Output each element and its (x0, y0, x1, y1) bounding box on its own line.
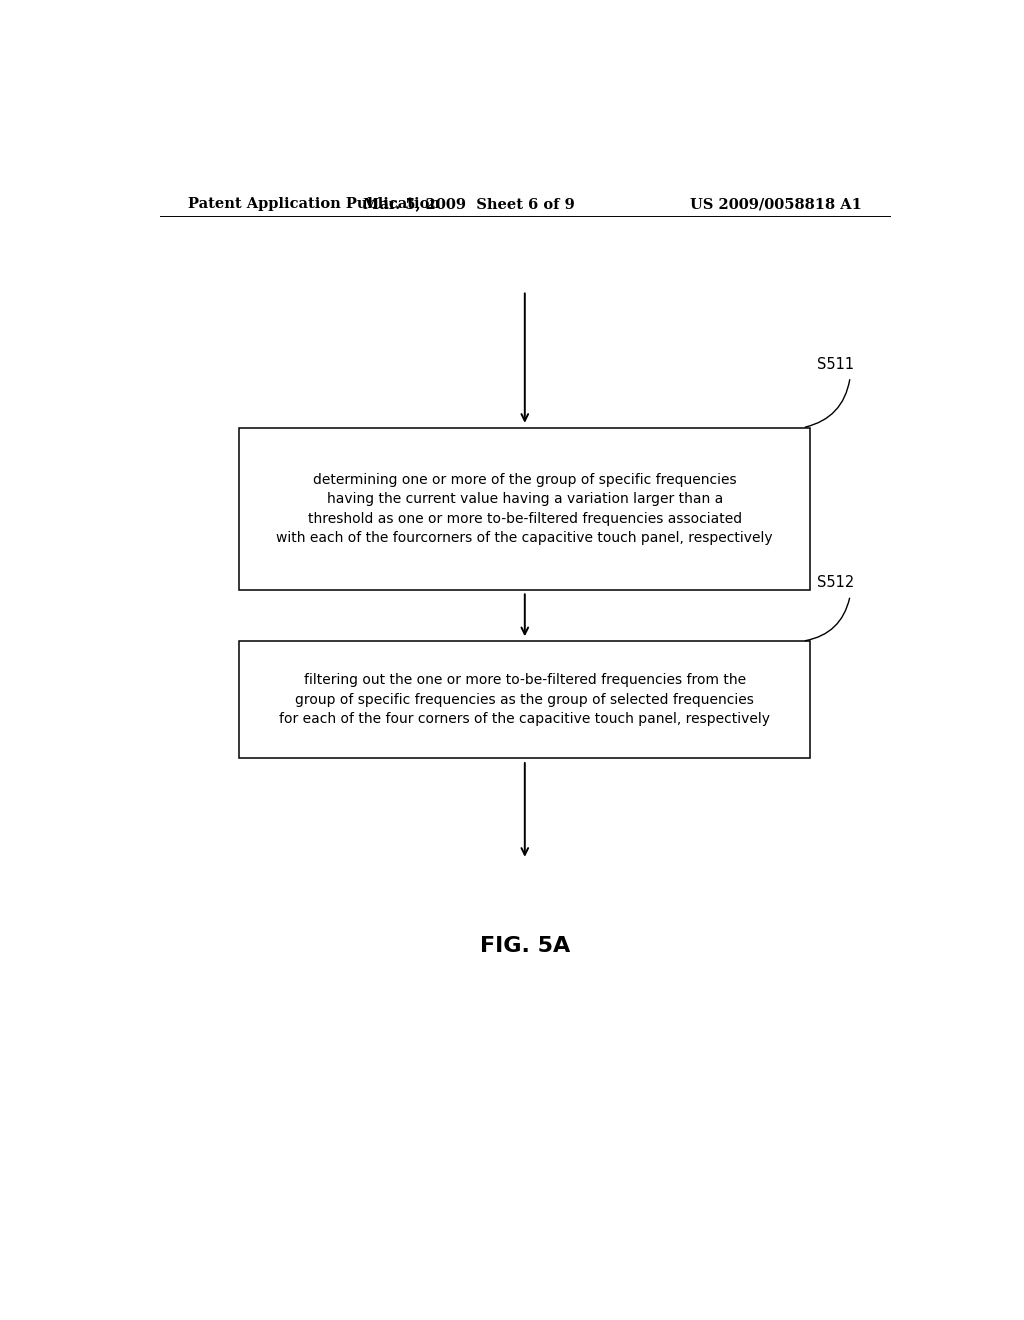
FancyBboxPatch shape (240, 428, 811, 590)
FancyBboxPatch shape (240, 642, 811, 758)
Text: S511: S511 (817, 356, 854, 372)
Text: determining one or more of the group of specific frequencies
having the current : determining one or more of the group of … (276, 473, 773, 545)
Text: FIG. 5A: FIG. 5A (479, 936, 570, 956)
Text: Mar. 5, 2009  Sheet 6 of 9: Mar. 5, 2009 Sheet 6 of 9 (364, 197, 575, 211)
Text: Patent Application Publication: Patent Application Publication (187, 197, 439, 211)
Text: US 2009/0058818 A1: US 2009/0058818 A1 (690, 197, 862, 211)
Text: S512: S512 (817, 576, 854, 590)
Text: filtering out the one or more to-be-filtered frequencies from the
group of speci: filtering out the one or more to-be-filt… (280, 673, 770, 726)
